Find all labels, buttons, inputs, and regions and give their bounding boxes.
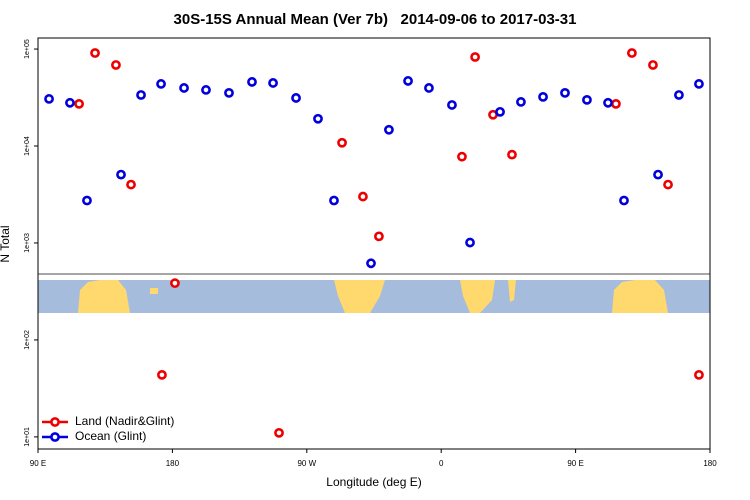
point: [694, 79, 704, 89]
point: [424, 83, 434, 93]
point: [170, 278, 180, 289]
map-strip: [38, 273, 710, 313]
point: [582, 94, 592, 105]
y-axis-label: N Total: [0, 225, 12, 262]
point: [201, 85, 211, 95]
point: [603, 97, 613, 108]
land-shape: [460, 280, 495, 313]
point: [366, 258, 376, 269]
point: [44, 94, 54, 104]
point: [674, 90, 684, 100]
y-tick-label: 1e+04: [24, 136, 31, 156]
point: [447, 100, 457, 110]
point: [507, 149, 517, 160]
y-tick-label: 1e+01: [24, 427, 31, 447]
y-tick-label: 1e+02: [24, 330, 31, 350]
chart-title: 30S-15S Annual Mean (Ver 7b) 2014-09-06 …: [174, 11, 577, 28]
point: [626, 48, 637, 58]
point: [495, 106, 505, 117]
plot-frame: [37, 37, 711, 450]
x-tick-label: 0: [439, 459, 444, 468]
point: [374, 231, 384, 242]
x-tick-label: 90 W: [297, 459, 316, 468]
y-tick-label: 1e+05: [24, 39, 31, 59]
point: [337, 137, 347, 148]
land-shape: [78, 280, 130, 313]
x-tick-label: 90 E: [30, 459, 46, 468]
point: [313, 113, 323, 124]
legend-marker: [50, 432, 60, 442]
point: [516, 97, 526, 107]
point: [403, 76, 413, 86]
land-shape: [612, 280, 668, 313]
point: [82, 195, 92, 206]
point: [465, 237, 475, 248]
x-tick-label: 90 E: [567, 459, 583, 468]
legend-marker: [50, 417, 60, 427]
point: [156, 79, 166, 89]
point: [648, 60, 658, 70]
legend-label: Land (Nadir&Glint): [75, 414, 174, 428]
point: [247, 77, 257, 87]
land-shape: [150, 288, 158, 294]
point: [619, 195, 629, 206]
point: [224, 87, 234, 98]
legend-label: Ocean (Glint): [75, 429, 146, 443]
point: [111, 60, 121, 70]
point: [136, 90, 146, 100]
point: [65, 97, 75, 108]
point: [157, 369, 167, 380]
point: [470, 52, 480, 62]
land-shape: [334, 280, 385, 313]
point: [694, 369, 704, 380]
point: [90, 48, 100, 58]
point: [268, 78, 278, 88]
point: [74, 98, 84, 109]
point: [611, 98, 621, 109]
y-tick-label: 1e+03: [24, 233, 31, 253]
point: [179, 83, 189, 93]
point: [538, 91, 548, 102]
point: [560, 87, 570, 98]
point: [457, 151, 467, 162]
point: [291, 93, 301, 103]
point: [329, 195, 339, 206]
point: [384, 124, 394, 135]
point: [653, 169, 663, 180]
point: [126, 179, 136, 190]
x-axis-label: Longitude (deg E): [326, 475, 421, 489]
land-shape: [508, 280, 516, 302]
point: [663, 179, 673, 190]
x-tick-label: 180: [703, 459, 717, 468]
point: [274, 427, 284, 438]
x-tick-label: 180: [166, 459, 180, 468]
point: [358, 191, 368, 202]
point: [116, 169, 126, 180]
